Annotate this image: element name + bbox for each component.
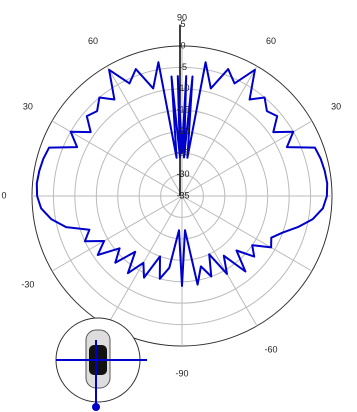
r-tick-label: -35 [176, 190, 189, 200]
pattern-line [35, 61, 329, 287]
grid-spoke [181, 120, 313, 197]
theta-tick-label: -60 [264, 345, 277, 355]
r-tick-label: 5 [180, 19, 185, 29]
theta-tick-label: 60 [266, 36, 276, 46]
r-tick-label: 0 [180, 40, 185, 50]
theta-tick-label: -90 [175, 368, 188, 378]
theta-tick-label: 0 [1, 190, 6, 200]
vehicle-icon [55, 317, 147, 411]
theta-tick-label: -30 [21, 279, 34, 289]
r-tick-label: -25 [176, 148, 189, 158]
theta-tick-label: 90 [177, 12, 187, 22]
grid-spoke [181, 195, 313, 272]
grid-spoke [106, 65, 183, 197]
icon-dot [92, 403, 100, 411]
theta-tick-label: 30 [23, 101, 33, 111]
grid-spoke [106, 195, 183, 327]
r-tick-label: -10 [176, 83, 189, 93]
theta-tick-label: 60 [88, 36, 98, 46]
r-tick-label: -15 [176, 105, 189, 115]
grid-spoke [181, 195, 258, 327]
grid-spoke [181, 65, 258, 197]
grid-spoke [51, 195, 183, 272]
grid-spoke [51, 120, 183, 197]
r-tick-label: -30 [176, 169, 189, 179]
theta-tick-label: 30 [331, 101, 341, 111]
r-tick-label: -20 [176, 126, 189, 136]
r-tick-label: -5 [179, 62, 187, 72]
